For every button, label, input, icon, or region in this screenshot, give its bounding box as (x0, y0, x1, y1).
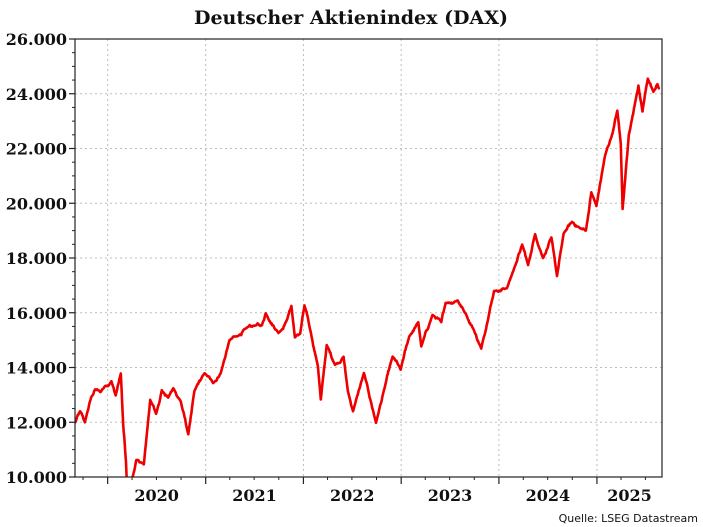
plot-frame (74, 38, 663, 478)
y-tick-label: 16.000 (6, 304, 67, 323)
x-tick-label: 2022 (330, 486, 375, 505)
x-tick-label: 2023 (428, 486, 473, 505)
grid-layer (75, 39, 662, 477)
x-tick-label: 2020 (134, 486, 179, 505)
y-tick-label: 22.000 (6, 140, 67, 159)
y-tick-label: 20.000 (6, 194, 67, 213)
series-line (75, 77, 661, 477)
x-tick-label: 2024 (526, 486, 571, 505)
y-tick-label: 10.000 (6, 468, 67, 487)
series-layer (75, 77, 661, 477)
x-tick-label: 2025 (607, 486, 652, 505)
y-tick-label: 24.000 (6, 85, 67, 104)
x-tick-labels: 2020 2021 2022 2023 2024 2025 (134, 486, 651, 505)
y-tick-label: 26.000 (6, 30, 67, 49)
source-note: Quelle: LSEG Datastream (559, 512, 698, 525)
y-tick-label: 12.000 (6, 413, 67, 432)
y-tick-label: 14.000 (6, 359, 67, 378)
axis-layer (69, 38, 663, 484)
chart-title: Deutscher Aktienindex (DAX) (194, 7, 508, 29)
x-tick-label: 2021 (232, 486, 277, 505)
y-tick-label: 18.000 (6, 249, 67, 268)
y-tick-labels: 10.000 12.000 14.000 16.000 18.000 20.000 22.0… (6, 30, 67, 487)
